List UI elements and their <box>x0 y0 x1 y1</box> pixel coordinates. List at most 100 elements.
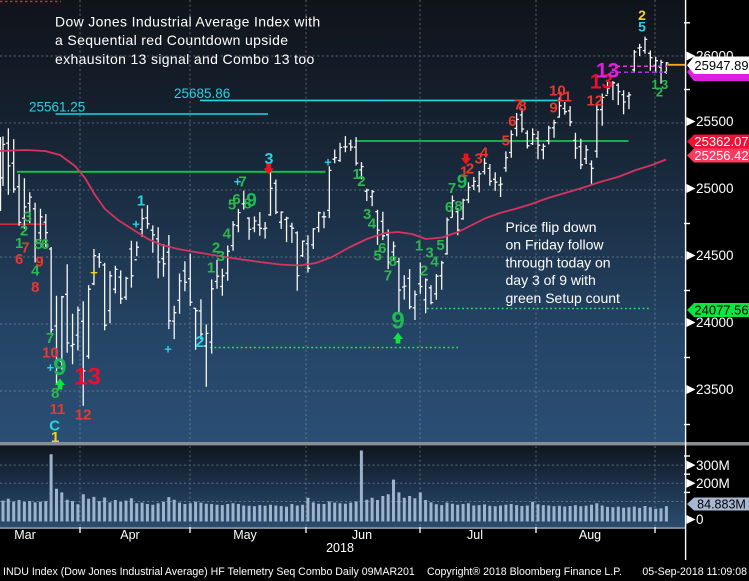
svg-text:8: 8 <box>51 385 59 402</box>
svg-text:13: 13 <box>590 71 613 94</box>
svg-text:8: 8 <box>389 253 397 270</box>
svg-text:3: 3 <box>217 248 225 265</box>
svg-text:+: + <box>47 360 55 375</box>
svg-text:25000: 25000 <box>696 181 734 196</box>
svg-text:9: 9 <box>246 190 257 211</box>
svg-text:3: 3 <box>265 151 274 168</box>
svg-text:Price flip down: Price flip down <box>506 219 597 235</box>
svg-text:2018: 2018 <box>326 541 354 555</box>
svg-text:2: 2 <box>466 160 474 177</box>
svg-text:1: 1 <box>415 237 423 254</box>
svg-text:5: 5 <box>638 19 646 35</box>
svg-text:25561.25: 25561.25 <box>29 100 85 115</box>
svg-text:7: 7 <box>46 330 54 347</box>
svg-text:4: 4 <box>430 253 439 270</box>
svg-text:3: 3 <box>24 208 32 225</box>
svg-text:6: 6 <box>378 240 386 257</box>
svg-text:5: 5 <box>436 237 444 254</box>
svg-text:200M: 200M <box>696 476 730 491</box>
svg-text:25685.86: 25685.86 <box>174 86 230 101</box>
svg-text:6: 6 <box>232 191 240 208</box>
svg-text:4: 4 <box>31 262 40 279</box>
svg-text:Apr: Apr <box>120 528 139 542</box>
svg-text:day 3 of 9 with: day 3 of 9 with <box>506 272 596 288</box>
svg-text:5: 5 <box>502 132 510 149</box>
svg-text:Jun: Jun <box>352 528 372 542</box>
svg-text:Jul: Jul <box>467 528 483 542</box>
svg-text:1: 1 <box>51 429 59 446</box>
svg-text:84.883M: 84.883M <box>697 498 746 512</box>
svg-text:9: 9 <box>35 253 43 270</box>
svg-text:6: 6 <box>15 251 23 268</box>
svg-text:9: 9 <box>549 99 557 116</box>
svg-text:0: 0 <box>696 512 704 527</box>
svg-text:5: 5 <box>34 236 42 253</box>
svg-text:+: + <box>164 342 172 357</box>
svg-text:8: 8 <box>243 195 251 212</box>
svg-text:24500: 24500 <box>696 248 734 263</box>
svg-text:4: 4 <box>223 225 232 242</box>
svg-text:Mar: Mar <box>14 528 36 542</box>
svg-text:5: 5 <box>228 196 236 213</box>
svg-text:+: + <box>90 265 98 280</box>
svg-text:2: 2 <box>638 7 646 23</box>
svg-text:on Friday follow: on Friday follow <box>506 237 605 253</box>
svg-text:Aug: Aug <box>579 528 601 542</box>
svg-text:2: 2 <box>20 222 28 239</box>
svg-text:23500: 23500 <box>696 382 734 397</box>
svg-text:2: 2 <box>656 85 663 100</box>
svg-text:C: C <box>49 417 60 434</box>
svg-text:exhausiton 13 signal and Combo: exhausiton 13 signal and Combo 13 too <box>55 51 315 67</box>
svg-text:6: 6 <box>445 199 453 216</box>
svg-text:4: 4 <box>480 144 489 161</box>
svg-text:11: 11 <box>49 401 65 418</box>
svg-text:7: 7 <box>21 239 29 256</box>
svg-text:INDU Index (Dow Jones Industri: INDU Index (Dow Jones Industrial Average… <box>3 566 415 578</box>
svg-text:+: + <box>234 174 242 189</box>
svg-text:1: 1 <box>651 77 658 92</box>
svg-text:12: 12 <box>586 92 603 109</box>
svg-text:7: 7 <box>514 96 522 113</box>
svg-text:a Sequential red Countdown ups: a Sequential red Countdown upside <box>55 32 288 48</box>
svg-text:3: 3 <box>661 77 668 92</box>
svg-text:300M: 300M <box>696 458 730 473</box>
svg-text:25500: 25500 <box>696 114 734 129</box>
svg-text:1: 1 <box>460 163 468 180</box>
svg-text:green Setup count: green Setup count <box>506 290 621 306</box>
svg-text:Dow Jones Industrial Average I: Dow Jones Industrial Average Index with <box>55 14 321 30</box>
svg-text:May: May <box>233 528 257 542</box>
svg-text:9: 9 <box>53 354 66 381</box>
svg-text:05-Sep-2018 11:09:08: 05-Sep-2018 11:09:08 <box>642 566 747 578</box>
svg-text:1: 1 <box>15 235 23 252</box>
svg-text:through today on: through today on <box>506 254 611 270</box>
svg-text:7: 7 <box>384 268 392 285</box>
svg-text:4: 4 <box>368 215 377 232</box>
svg-text:2: 2 <box>212 239 220 256</box>
svg-text:Copyright® 2018 Bloomberg Fina: Copyright® 2018 Bloomberg Finance L.P. <box>427 566 622 578</box>
svg-text:9: 9 <box>457 172 468 193</box>
svg-text:25362.07: 25362.07 <box>694 134 748 149</box>
svg-text:1: 1 <box>353 166 361 183</box>
svg-text:11: 11 <box>556 88 572 105</box>
svg-text:6: 6 <box>41 236 49 253</box>
svg-text:2: 2 <box>196 334 205 351</box>
svg-text:1: 1 <box>137 192 145 209</box>
svg-text:5: 5 <box>374 247 382 264</box>
svg-text:24000: 24000 <box>696 315 734 330</box>
svg-text:2: 2 <box>357 173 365 190</box>
svg-text:13: 13 <box>74 364 101 391</box>
svg-text:7: 7 <box>448 180 456 197</box>
svg-text:9: 9 <box>391 308 404 335</box>
svg-text:6: 6 <box>508 113 516 130</box>
svg-text:3: 3 <box>425 244 433 261</box>
svg-text:1: 1 <box>207 259 215 276</box>
svg-text:8: 8 <box>31 279 39 296</box>
svg-text:8: 8 <box>454 198 462 215</box>
svg-text:+: + <box>324 155 332 170</box>
svg-text:7: 7 <box>238 173 246 190</box>
svg-text:12: 12 <box>75 407 92 424</box>
svg-text:13: 13 <box>596 60 619 83</box>
svg-text:+: + <box>132 217 140 232</box>
svg-text:3: 3 <box>475 150 483 167</box>
svg-text:8: 8 <box>518 98 526 115</box>
